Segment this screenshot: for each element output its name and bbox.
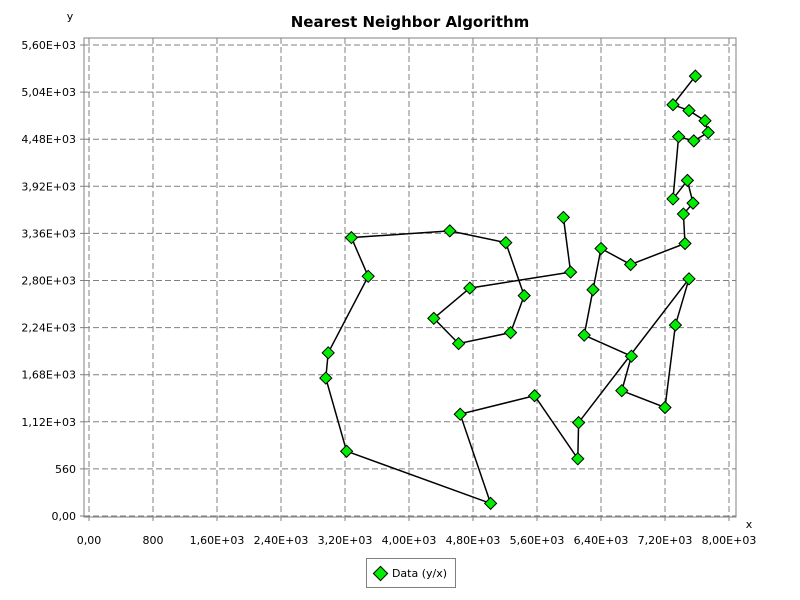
data-point bbox=[682, 272, 696, 286]
data-point bbox=[666, 98, 680, 112]
data-point bbox=[571, 452, 585, 466]
data-point bbox=[556, 210, 571, 225]
chart-title: Nearest Neighbor Algorithm bbox=[291, 13, 530, 31]
data-point bbox=[658, 400, 672, 415]
series-path bbox=[325, 75, 710, 505]
y-tick-label: 3,92E+03 bbox=[21, 180, 76, 193]
data-point bbox=[339, 444, 354, 458]
plot-area bbox=[83, 37, 737, 518]
legend-label: Data (y/x) bbox=[391, 566, 448, 580]
series-line bbox=[325, 75, 710, 505]
data-point bbox=[586, 283, 600, 297]
data-point bbox=[680, 173, 695, 188]
y-axis-label: y bbox=[67, 10, 74, 23]
legend: Data (y/x) bbox=[366, 558, 456, 588]
data-point bbox=[624, 349, 639, 363]
x-tick-label: 7,20E+03 bbox=[638, 534, 693, 547]
data-point bbox=[463, 281, 477, 295]
x-tick-label: 2,40E+03 bbox=[254, 534, 309, 547]
y-tick-label: 2,24E+03 bbox=[21, 322, 76, 335]
data-point bbox=[698, 113, 712, 128]
data-point bbox=[678, 236, 692, 251]
x-tick-label: 4,00E+03 bbox=[382, 534, 437, 547]
data-point bbox=[594, 241, 608, 256]
x-tick-label: 3,20E+03 bbox=[318, 534, 373, 547]
data-point bbox=[623, 257, 638, 272]
y-tick-label: 5,60E+03 bbox=[21, 39, 76, 52]
x-tick-label: 8,00E+03 bbox=[702, 534, 757, 547]
y-tick-label: 560 bbox=[55, 463, 76, 476]
x-axis-label: x bbox=[746, 518, 753, 531]
data-point bbox=[687, 134, 701, 148]
data-point bbox=[319, 371, 333, 385]
y-tick-label: 2,80E+03 bbox=[21, 275, 76, 288]
data-point bbox=[427, 311, 441, 326]
data-point bbox=[344, 230, 359, 245]
data-point bbox=[615, 383, 629, 398]
data-point bbox=[577, 328, 591, 342]
data-point bbox=[701, 125, 715, 140]
x-tick-label: 5,60E+03 bbox=[510, 534, 565, 547]
data-point bbox=[483, 496, 498, 511]
data-point bbox=[676, 207, 691, 221]
data-point bbox=[443, 224, 457, 238]
data-point bbox=[668, 318, 683, 332]
data-point bbox=[571, 415, 586, 430]
axis-ticks: 0,00 800 1,60E+03 2,40E+03 3,20E+03 4,00E+03 4… bbox=[21, 39, 756, 547]
data-point bbox=[361, 269, 375, 284]
y-tick-label: 1,12E+03 bbox=[21, 416, 76, 429]
data-point bbox=[666, 192, 680, 206]
y-tick-label: 0,00 bbox=[52, 510, 77, 523]
x-tick-label: 1,60E+03 bbox=[190, 534, 245, 547]
data-point bbox=[688, 69, 703, 83]
data-point bbox=[503, 325, 518, 340]
data-point bbox=[499, 235, 513, 250]
y-tick-label: 5,04E+03 bbox=[21, 86, 76, 99]
x-tick-label: 6,40E+03 bbox=[574, 534, 629, 547]
data-point bbox=[527, 389, 542, 403]
data-point bbox=[517, 288, 531, 303]
series-points bbox=[319, 69, 715, 511]
y-tick-label: 1,68E+03 bbox=[21, 369, 76, 382]
data-point bbox=[453, 407, 467, 421]
legend-marker-icon bbox=[372, 565, 389, 581]
x-tick-label: 4,80E+03 bbox=[446, 534, 501, 547]
data-point bbox=[671, 129, 686, 144]
y-tick-label: 3,36E+03 bbox=[21, 227, 76, 240]
data-point bbox=[321, 346, 335, 360]
data-point bbox=[563, 265, 578, 279]
data-point bbox=[686, 196, 700, 210]
data-point bbox=[682, 103, 696, 118]
x-tick-label: 800 bbox=[143, 534, 164, 547]
x-tick-label: 0,00 bbox=[77, 534, 102, 547]
data-point bbox=[451, 336, 466, 351]
y-tick-label: 4,48E+03 bbox=[21, 133, 76, 146]
